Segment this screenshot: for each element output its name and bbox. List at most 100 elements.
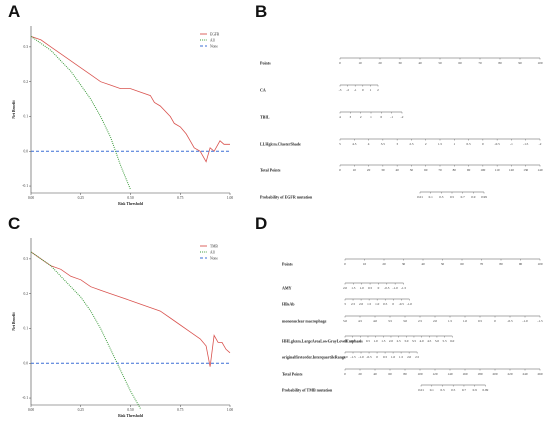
nomogram-tick-label-d-7-3: 0.5 — [451, 388, 455, 392]
nomogram-row-label-d-7: Probability of TMB mutation — [282, 387, 333, 392]
nomogram-tick-label-b-0-7: 70 — [478, 61, 482, 65]
nomogram-tick-label-b-1-3: 0 — [362, 88, 364, 92]
nomogram-tick-label-d-5-6: 1.0 — [391, 355, 395, 359]
y-tick-label-a-3: 0.2 — [24, 80, 29, 84]
nomogram-tick-label-d-6-13: 260 — [538, 372, 543, 376]
x-axis-label-a: Risk Threshold — [118, 202, 144, 206]
nomogram-row-label-d-6: Total Points — [282, 371, 303, 376]
nomogram-tick-label-b-5-2: 0.3 — [439, 195, 443, 199]
nomogram-tick-label-d-0-6: 60 — [460, 262, 464, 266]
nomogram-tick-label-b-2-6: -2 — [401, 115, 404, 119]
nomogram-tick-label-d-0-4: 40 — [421, 262, 425, 266]
nomogram-tick-label-d-4-10: 4.0 — [420, 339, 424, 343]
x-tick-label-a-0: 0.00 — [28, 196, 34, 200]
nomogram-tick-label-d-7-5: 0.9 — [473, 388, 477, 392]
nomogram-tick-label-d-5-7: 1.5 — [399, 355, 403, 359]
nomogram-tick-label-d-1-5: -0.5 — [384, 286, 390, 290]
nomogram-tick-label-b-3-10: 0 — [482, 142, 484, 146]
nomogram-tick-label-d-6-1: 20 — [358, 372, 362, 376]
nomogram-tick-label-b-3-7: 1.5 — [438, 142, 442, 146]
nomogram-tick-label-d-5-2: -1.0 — [358, 355, 364, 359]
x-tick-label-c-2: 0.50 — [127, 408, 133, 412]
nomogram-tick-label-d-3-3: 3.5 — [388, 319, 392, 323]
nomogram-tick-label-d-3-0: 5.0 — [343, 319, 347, 323]
nomogram-tick-label-b-3-4: 3 — [396, 142, 398, 146]
nomogram-tick-label-b-3-11: -0.5 — [495, 142, 501, 146]
nomogram-tick-label-d-5-4: 0 — [376, 355, 378, 359]
nomogram-tick-label-d-6-3: 60 — [388, 372, 392, 376]
nomogram-tick-label-d-4-11: 4.5 — [427, 339, 431, 343]
nomogram-tick-label-d-6-7: 140 — [448, 372, 453, 376]
nomogram-tick-label-d-4-7: 2.5 — [397, 339, 401, 343]
nomogram-tick-label-d-3-11: -0.5 — [507, 319, 513, 323]
nomogram-tick-label-b-1-2: -1 — [354, 88, 357, 92]
nomogram-tick-label-b-5-6: 0.99 — [481, 195, 487, 199]
nomogram-row-label-b-5: Probability of EGFR mutation — [260, 194, 313, 199]
nomogram-tick-label-b-4-7: 70 — [438, 168, 442, 172]
nomogram-tick-label-b-4-11: 110 — [495, 168, 500, 172]
y-tick-label-c-0: -0.1 — [22, 396, 28, 400]
nomogram-tick-label-d-4-12: 5.0 — [435, 339, 439, 343]
x-tick-label-a-3: 0.75 — [177, 196, 183, 200]
nomogram-tick-label-d-7-1: 0.1 — [430, 388, 434, 392]
y-axis-label-a: Net Benefit — [12, 100, 16, 119]
nomogram-tick-label-b-0-3: 30 — [398, 61, 402, 65]
nomogram-tick-label-d-3-8: 1.0 — [463, 319, 467, 323]
nomogram-tick-label-b-2-0: 4 — [339, 115, 341, 119]
nomogram-tick-label-b-1-1: -2 — [346, 88, 349, 92]
nomogram-tick-label-d-4-3: 0.5 — [366, 339, 370, 343]
legend-entry-c-all: All — [210, 250, 215, 254]
legend-entry-a-none: None — [210, 44, 218, 48]
y-tick-label-a-0: -0.1 — [22, 184, 28, 188]
series-line-a-all — [30, 35, 131, 190]
nomogram-tick-label-b-1-4: 1 — [370, 88, 372, 92]
nomogram-tick-label-d-1-4: 0 — [378, 286, 380, 290]
nomogram-tick-label-d-2-2: 2.0 — [359, 302, 363, 306]
nomogram-tick-label-d-3-2: 4.0 — [373, 319, 377, 323]
nomogram-tick-label-b-4-8: 80 — [453, 168, 457, 172]
nomogram-row-label-d-1: AMY — [282, 285, 292, 290]
nomogram-tick-label-d-5-0: -2.0 — [342, 355, 348, 359]
nomogram-tick-label-d-4-6: 2.0 — [389, 339, 393, 343]
nomogram-row-label-b-1: CA — [260, 87, 266, 92]
legend-entry-a-all: All — [210, 38, 215, 42]
nomogram-tick-label-d-2-4: 1.0 — [375, 302, 379, 306]
nomogram-tick-label-d-7-4: 0.7 — [462, 388, 466, 392]
nomogram-tick-label-d-2-8: -1.0 — [407, 302, 413, 306]
nomogram-tick-label-b-3-8: 1 — [453, 142, 455, 146]
x-tick-label-a-1: 0.25 — [78, 196, 84, 200]
nomogram-tick-label-d-4-4: 1.0 — [374, 339, 378, 343]
nomogram-tick-label-b-4-12: 120 — [509, 168, 514, 172]
nomogram-tick-label-d-5-8: 2.0 — [407, 355, 411, 359]
nomogram-tick-label-d-3-9: 0.5 — [478, 319, 482, 323]
nomogram-tick-label-d-6-6: 120 — [433, 372, 438, 376]
nomogram-row-label-b-3: LLHglcm.ClusterShade — [260, 141, 301, 146]
nomogram-tick-label-d-6-12: 240 — [523, 372, 528, 376]
nomogram-tick-label-d-5-5: 0.5 — [383, 355, 387, 359]
nomogram-tick-label-b-3-14: -2 — [539, 142, 542, 146]
nomogram-tick-label-b-2-3: 1 — [370, 115, 372, 119]
y-axis-label-c: Net Benefit — [12, 312, 16, 331]
nomogram-tick-label-b-4-1: 10 — [353, 168, 357, 172]
nomogram-tick-label-d-0-1: 10 — [363, 262, 367, 266]
nomogram-row-label-d-3: mononuclear macrophage — [282, 318, 327, 323]
nomogram-tick-label-b-0-8: 80 — [498, 61, 502, 65]
x-tick-label-c-3: 0.75 — [177, 408, 183, 412]
nomogram-tick-label-d-2-0: 3 — [344, 302, 346, 306]
nomogram-row-label-b-4: Total Points — [260, 167, 281, 172]
y-tick-label-c-2: 0.1 — [24, 327, 29, 331]
y-tick-label-a-4: 0.3 — [24, 45, 29, 49]
nomogram-tick-label-b-0-6: 60 — [458, 61, 462, 65]
nomogram-tick-label-b-5-3: 0.5 — [450, 195, 454, 199]
nomogram-tick-label-d-6-8: 160 — [463, 372, 468, 376]
y-tick-label-a-2: 0.1 — [24, 115, 29, 119]
nomogram-tick-label-b-4-3: 30 — [381, 168, 385, 172]
nomogram-tick-label-b-5-5: 0.9 — [471, 195, 475, 199]
nomogram-tick-label-d-7-6: 0.99 — [483, 388, 489, 392]
nomogram-tick-label-d-2-5: 0.5 — [383, 302, 387, 306]
x-axis-label-c: Risk Threshold — [118, 414, 144, 418]
nomogram-tick-label-d-2-3: 1.5 — [367, 302, 371, 306]
nomogram-tick-label-b-5-0: 0.01 — [417, 195, 423, 199]
nomogram-tick-label-d-3-13: -1.5 — [537, 319, 543, 323]
